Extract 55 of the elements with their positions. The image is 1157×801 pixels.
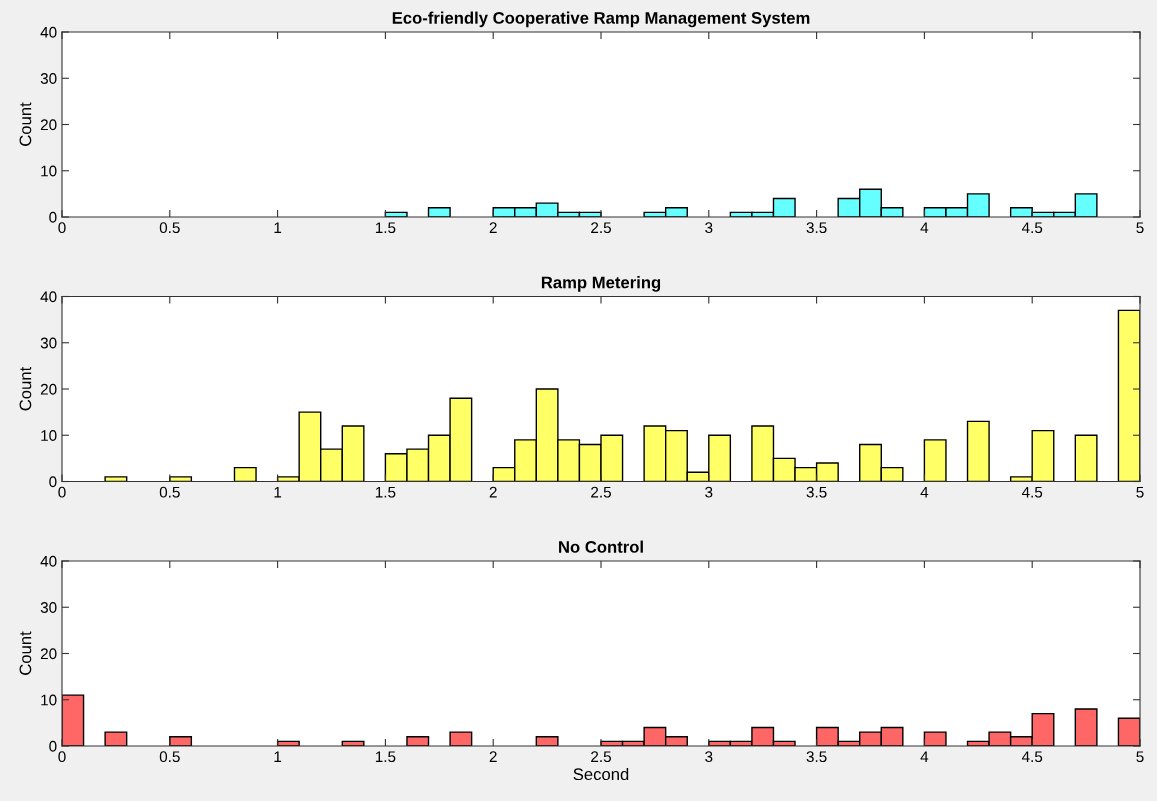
x-tick-label: 3.5 bbox=[806, 222, 827, 234]
y-tick-label: 20 bbox=[40, 648, 57, 660]
y-axis-title: Count bbox=[19, 631, 32, 675]
y-tick-label: 10 bbox=[41, 694, 57, 706]
x-tick-label: 0 bbox=[58, 486, 66, 498]
y-tick-label: 0 bbox=[49, 476, 57, 488]
x-tick-label: 0.5 bbox=[159, 486, 180, 498]
x-tick-label: 4 bbox=[920, 751, 929, 762]
y-tick-label: 40 bbox=[40, 26, 57, 38]
y-tick-label: 0 bbox=[49, 740, 57, 752]
y-axis-title: Count bbox=[19, 102, 32, 146]
x-tick-label: 5 bbox=[1136, 751, 1144, 763]
y-tick-label: 20 bbox=[40, 383, 57, 395]
x-tick-label: 2.5 bbox=[591, 751, 611, 763]
x-tick-label: 5 bbox=[1136, 222, 1144, 234]
x-tick-label: 4 bbox=[920, 486, 929, 498]
x-tick-label: 1 bbox=[274, 751, 282, 762]
x-tick-label: 0.5 bbox=[159, 222, 180, 234]
x-tick-label: 0 bbox=[58, 222, 66, 234]
x-tick-label: 2 bbox=[489, 222, 497, 233]
x-tick-label: 3 bbox=[705, 222, 713, 234]
y-tick-label: 30 bbox=[40, 337, 57, 349]
x-tick-label: 4 bbox=[920, 222, 929, 233]
x-tick-label: 0 bbox=[58, 751, 66, 763]
y-tick-label: 40 bbox=[40, 555, 57, 567]
x-tick-label: 4.5 bbox=[1021, 751, 1043, 763]
x-tick-label: 1 bbox=[274, 222, 282, 233]
chart-title: No Control bbox=[559, 540, 643, 553]
x-tick-label: 4.5 bbox=[1021, 222, 1043, 234]
x-tick-label: 2.5 bbox=[591, 222, 611, 234]
y-tick-label: 30 bbox=[40, 602, 57, 613]
x-tick-label: 4.5 bbox=[1021, 486, 1043, 498]
y-tick-label: 10 bbox=[41, 430, 57, 441]
y-tick-label: 10 bbox=[41, 165, 57, 177]
chart-title: Eco-friendly Cooperative Ramp Management System bbox=[392, 11, 810, 28]
y-tick-label: 40 bbox=[40, 291, 57, 303]
x-tick-label: 1.5 bbox=[375, 222, 396, 234]
x-tick-label: 3 bbox=[705, 486, 713, 498]
x-tick-label: 5 bbox=[1136, 486, 1144, 498]
x-tick-label: 1 bbox=[274, 486, 282, 498]
x-tick-label: 3 bbox=[705, 751, 713, 763]
x-tick-label: 1.5 bbox=[375, 486, 396, 498]
y-axis-title: Count bbox=[19, 366, 32, 411]
x-tick-label: 1.5 bbox=[375, 751, 396, 763]
chart-title: Ramp Metering bbox=[541, 276, 661, 292]
x-axis-title: Second bbox=[573, 767, 629, 781]
y-tick-label: 20 bbox=[40, 119, 57, 131]
x-tick-label: 3.5 bbox=[806, 751, 827, 763]
x-tick-label: 2 bbox=[489, 486, 497, 498]
y-tick-label: 30 bbox=[40, 73, 57, 84]
x-tick-label: 2.5 bbox=[591, 486, 611, 498]
y-tick-label: 0 bbox=[49, 211, 57, 223]
x-tick-label: 0.5 bbox=[159, 751, 180, 763]
x-tick-label: 3.5 bbox=[806, 486, 827, 498]
x-tick-label: 2 bbox=[489, 751, 497, 762]
